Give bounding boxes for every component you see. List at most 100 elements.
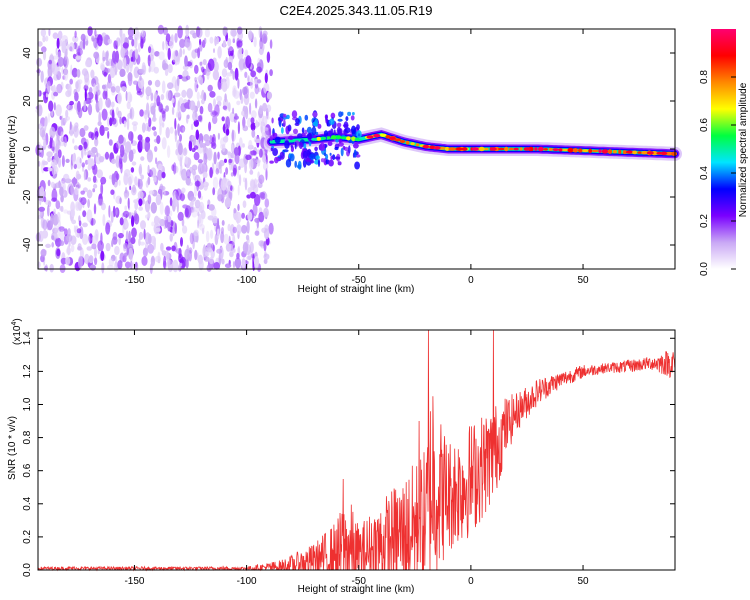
- spectrogram-speckle: [231, 129, 234, 143]
- spectrogram-speckle: [236, 252, 240, 260]
- spectrogram-speckle: [227, 38, 232, 47]
- spectrogram-speckle: [118, 179, 121, 186]
- spectrogram-speckle: [129, 253, 133, 263]
- snr-y-tick-label: 1.4: [22, 331, 33, 345]
- spectrogram-speckle: [135, 31, 141, 37]
- spectrogram-speckle: [208, 121, 212, 132]
- spectrogram-speckle: [76, 69, 81, 78]
- colorbar-gradient: [711, 29, 736, 269]
- spectrogram-speckle: [126, 63, 130, 73]
- spectrogram-speckle: [230, 28, 237, 37]
- spectrogram-speckle: [177, 25, 183, 39]
- spectrogram-speckle: [258, 105, 263, 115]
- spectrogram-speckle: [43, 196, 47, 203]
- spectrogram-transition-blob: [306, 133, 312, 140]
- spectrogram-speckle: [110, 254, 116, 262]
- spectrogram-speckle: [64, 228, 68, 237]
- spectrogram-speckle: [167, 63, 173, 74]
- spectrogram-speckle: [221, 220, 225, 226]
- spectrogram-speckle: [161, 80, 166, 94]
- spectrogram-speckle: [227, 102, 231, 112]
- spectrogram-speckle: [42, 161, 49, 166]
- spectrogram-y-tick-label: -40: [22, 237, 33, 252]
- spectrogram-speckle: [103, 127, 109, 131]
- spectrogram-speckle: [204, 68, 211, 76]
- spectrogram-speckle: [245, 55, 252, 69]
- spectrogram-speckle: [132, 124, 137, 132]
- spectrogram-speckle: [87, 26, 93, 37]
- spectrogram-speckle: [179, 193, 186, 202]
- spectrogram-speckle: [185, 258, 189, 269]
- spectrogram-speckle: [93, 37, 98, 49]
- spectrogram-core-blob: [394, 138, 402, 142]
- spectrogram-speckle: [159, 123, 162, 136]
- spectrogram-speckle: [126, 91, 132, 104]
- spectrogram-speckle: [102, 214, 106, 227]
- spectrogram-speckle: [146, 149, 153, 163]
- spectrogram-speckle: [67, 183, 74, 195]
- spectrogram-core-blob: [321, 136, 327, 140]
- spectrogram-speckle: [67, 83, 72, 96]
- spectrogram-transition-blob: [277, 116, 284, 122]
- spectrogram-speckle: [196, 84, 199, 89]
- spectrogram-speckle: [132, 184, 136, 193]
- spectrogram-speckle: [80, 190, 85, 195]
- spectrogram-speckle: [44, 120, 47, 132]
- spectrogram-speckle: [140, 220, 146, 230]
- spectrogram-speckle: [40, 248, 47, 257]
- spectrogram-speckle: [92, 188, 96, 193]
- spectrogram-speckle: [63, 57, 67, 65]
- spectrogram-speckle: [118, 235, 121, 246]
- spectrogram-speckle: [76, 202, 83, 210]
- spectrogram-speckle: [134, 176, 138, 186]
- spectrogram-transition-blob: [340, 147, 344, 157]
- spectrogram-speckle: [209, 91, 216, 98]
- spectrogram-speckle: [167, 82, 174, 90]
- spectrogram-speckle: [171, 106, 175, 116]
- spectrogram-speckle: [232, 248, 236, 253]
- spectrogram-speckle: [76, 48, 83, 56]
- spectrogram-speckle: [210, 229, 214, 239]
- spectrogram-transition-blob: [282, 113, 287, 118]
- spectrogram-speckle: [140, 30, 146, 38]
- spectrogram-speckle: [59, 230, 65, 242]
- spectrogram-speckle: [250, 122, 256, 131]
- snr-y-tick-label: 0.4: [22, 496, 33, 510]
- spectrogram-speckle: [213, 262, 221, 270]
- spectrogram-speckle: [123, 172, 129, 186]
- spectrogram-speckle: [164, 215, 168, 221]
- spectrogram-transition-blob: [323, 152, 327, 157]
- spectrogram-speckle: [166, 145, 171, 159]
- spectrogram-speckle: [103, 71, 108, 78]
- spectrogram-speckle: [244, 177, 248, 191]
- spectrogram-speckle: [201, 227, 205, 235]
- spectrogram-speckle: [159, 218, 166, 227]
- spectrogram-x-ticks: -150 -100 -50 0 50: [124, 29, 589, 286]
- spectrogram-speckle: [67, 245, 71, 256]
- spectrogram-speckle: [70, 244, 75, 253]
- spectrogram-speckle: [130, 167, 135, 173]
- spectrogram-transition-blob: [304, 129, 308, 135]
- spectrogram-speckle: [171, 245, 176, 252]
- spectrogram-speckle: [228, 158, 233, 164]
- spectrogram-speckle: [124, 193, 128, 200]
- spectrogram-speckle: [165, 43, 169, 51]
- spectrogram-speckle: [247, 76, 250, 83]
- spectrogram-speckle: [36, 69, 41, 74]
- spectrogram-speckle: [55, 104, 62, 117]
- spectrogram-speckle: [68, 42, 75, 52]
- spectrogram-speckle: [139, 109, 144, 117]
- spectrogram-speckle: [262, 102, 268, 112]
- spectrogram-speckle: [130, 56, 134, 62]
- spectrogram-transition-blob: [337, 118, 343, 122]
- spectrogram-speckle: [222, 26, 227, 37]
- spectrogram-speckle: [196, 91, 200, 101]
- spectrogram-speckle: [153, 215, 160, 226]
- spectrogram-speckle: [189, 30, 196, 35]
- spectrogram-speckle: [87, 157, 93, 166]
- spectrogram-transition-blob: [334, 146, 339, 151]
- spectrogram-speckle: [207, 247, 213, 253]
- spectrogram-x-tick-label: 0: [468, 275, 474, 286]
- spectrogram-y-tick-label: 20: [22, 95, 33, 107]
- spectrogram-speckle: [148, 117, 152, 128]
